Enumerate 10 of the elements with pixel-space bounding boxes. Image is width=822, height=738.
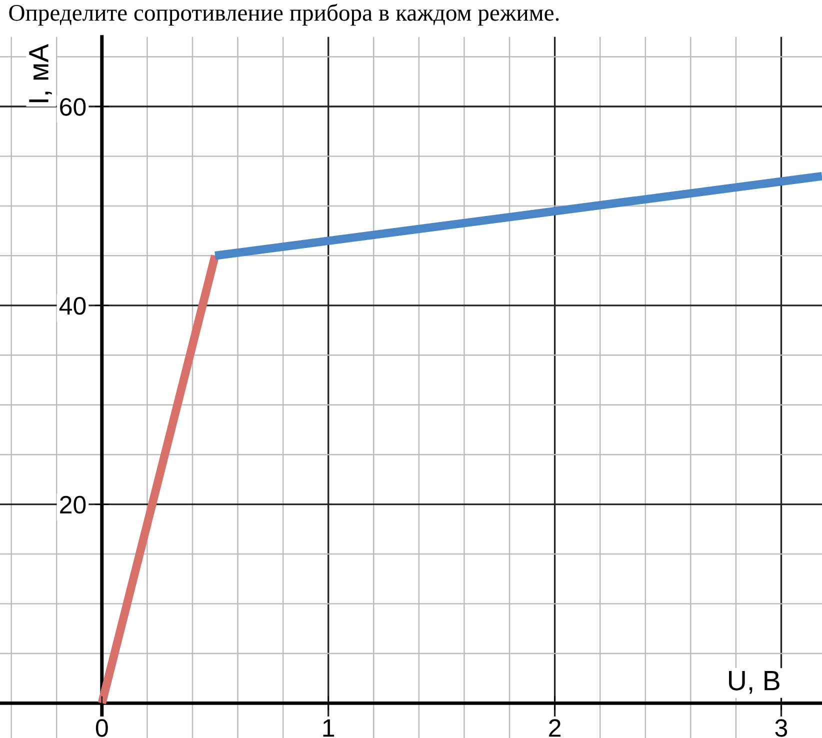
y-tick-label: 60: [60, 98, 86, 116]
y-axis-title: I, мА: [29, 44, 52, 102]
x-axis-title: U, В: [729, 671, 780, 694]
x-tick-label: 2: [549, 719, 560, 737]
x-tick-label: 1: [323, 719, 334, 737]
chart-title: Определите сопротивление прибора в каждом режиме.: [9, 4, 559, 26]
y-tick-label: 40: [59, 297, 86, 315]
x-tick-label: 0: [96, 719, 108, 737]
y-tick-label: 20: [60, 496, 86, 514]
x-tick-label: 3: [775, 719, 788, 737]
